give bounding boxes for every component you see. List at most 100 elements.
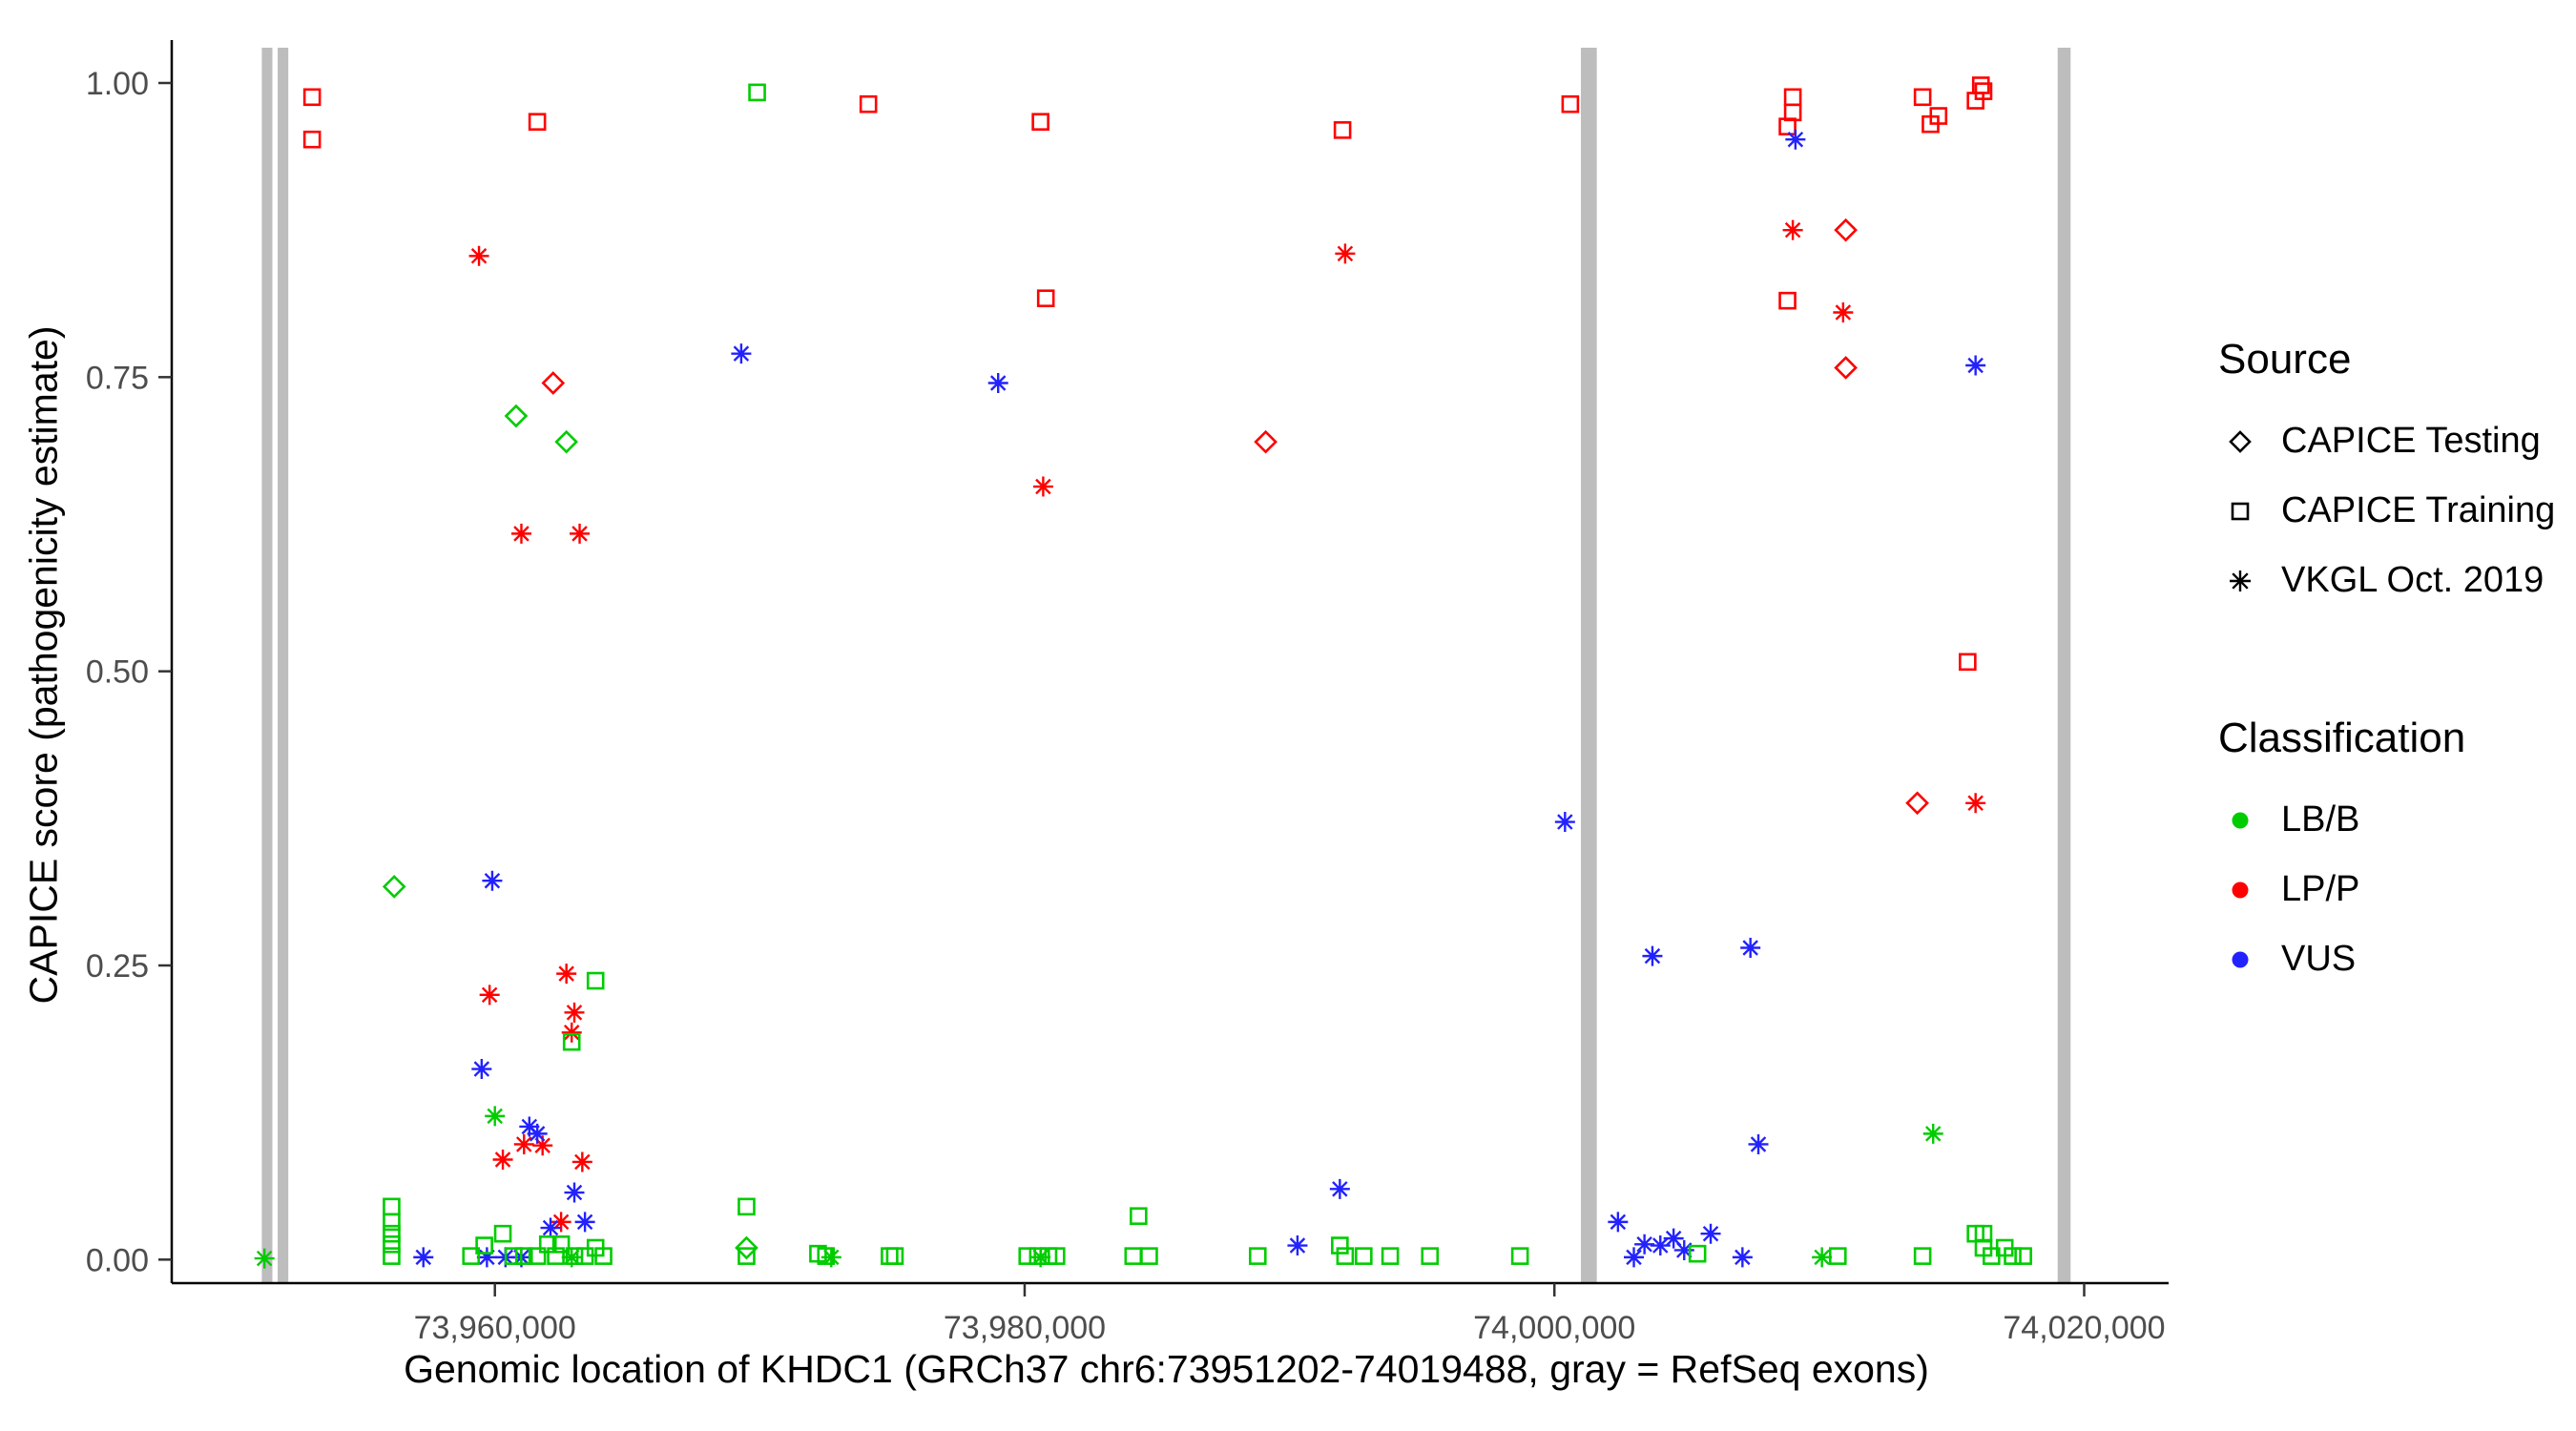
data-point-asterisk [532,1135,553,1156]
data-point-square [528,113,547,131]
data-point-asterisk [1329,1178,1350,1199]
data-point-square [885,1247,904,1265]
asterisk-icon [2218,562,2262,600]
data-point-asterisk [519,1116,540,1137]
data-point-square [2014,1247,2032,1265]
data-point-square [1966,92,1984,110]
y-axis-title: CAPICE score (pathogenicity estimate) [21,325,66,1005]
data-point-asterisk [1782,219,1803,240]
data-point-square [1248,1247,1267,1265]
data-point-asterisk [476,1247,497,1268]
legend-item-label: LP/P [2281,869,2360,909]
legend-item-label: VKGL Oct. 2019 [2281,560,2545,600]
data-point-asterisk [540,1217,561,1238]
data-point-square [1959,653,1977,672]
data-point-asterisk [561,1022,582,1043]
data-point-square [1336,1247,1355,1265]
data-point-asterisk [1608,1212,1629,1233]
data-point-asterisk [1663,1228,1684,1249]
data-point-square [302,130,322,149]
data-point-square [1688,1244,1707,1263]
y-tick-label: 0.00 [86,1242,149,1278]
data-point-asterisk [1650,1235,1671,1256]
blue-dot-icon [2218,941,2262,979]
data-point-asterisk [571,1151,592,1172]
data-point-asterisk [254,1248,275,1269]
data-point-asterisk [1642,945,1663,966]
y-tick-label: 1.00 [86,66,149,102]
data-point-square [737,1247,756,1265]
x-tick-label: 73,960,000 [414,1310,576,1346]
data-point-square [565,1247,584,1265]
data-point-asterisk [564,1002,585,1023]
data-point-square [2004,1247,2022,1265]
data-point-asterisk [479,985,500,1006]
x-tick-label: 73,980,000 [944,1310,1106,1346]
data-point-asterisk [513,1133,534,1154]
data-point-asterisk [1700,1223,1721,1244]
data-point-diamond [1834,218,1858,242]
data-point-square [302,88,322,107]
data-point-asterisk [1673,1239,1694,1260]
data-point-diamond [541,371,566,395]
x-tick-label: 74,000,000 [1473,1310,1635,1346]
data-point-square [1140,1247,1158,1265]
data-point-square [547,1247,565,1265]
refseq-exon-bar [261,48,273,1283]
square-icon [2218,492,2262,530]
data-point-square [737,1197,756,1216]
data-point-square [1018,1247,1037,1265]
refseq-exon-bar [1580,48,1597,1283]
data-point-asterisk [1032,476,1053,497]
data-point-square [1561,94,1580,114]
data-point-asterisk [1634,1234,1655,1255]
data-point-diamond [382,875,406,899]
data-point-square [383,1224,401,1243]
data-point-asterisk [1812,1247,1833,1268]
legend-item-vus: VUS [2218,924,2555,994]
data-point-square [1333,121,1352,139]
data-point-square [1381,1247,1400,1265]
data-point-square [528,1247,547,1265]
legend-group-source: Source CAPICE Testing CAPICE Training VK… [2218,336,2555,615]
data-point-square [1778,291,1797,310]
data-point-asterisk [574,1212,595,1233]
legend: Source CAPICE Testing CAPICE Training VK… [2218,336,2555,994]
y-tick-label: 0.50 [86,654,149,691]
legend-item-label: LB/B [2281,799,2360,840]
data-point-asterisk [471,1059,492,1080]
data-point-asterisk [1740,938,1761,958]
data-point-asterisk [987,373,1008,393]
data-point-diamond [735,1235,758,1260]
data-point-asterisk [1732,1247,1753,1268]
data-point-square [1929,107,1948,125]
y-tick-label: 0.75 [86,360,149,396]
green-dot-icon [2218,801,2262,840]
y-tick-label: 0.25 [86,948,149,985]
data-point-square [383,1197,401,1216]
x-tick-label: 74,020,000 [2003,1310,2165,1346]
diamond-icon [2218,423,2262,461]
data-point-asterisk [1965,793,1986,814]
legend-classification-title: Classification [2218,715,2466,761]
data-point-square [1421,1247,1440,1265]
data-point-square [493,1224,512,1243]
data-point-diamond [504,404,529,428]
data-point-square [462,1247,481,1265]
data-point-asterisk [413,1247,434,1268]
data-point-asterisk [1965,355,1986,376]
legend-item-lbb: LB/B [2218,785,2555,855]
data-point-square [383,1247,401,1265]
refseq-exon-bar [2057,48,2071,1283]
data-point-asterisk [527,1123,548,1144]
data-point-square [1510,1247,1529,1265]
data-point-square [1828,1247,1847,1265]
data-point-asterisk [1624,1247,1645,1268]
red-dot-icon [2218,871,2262,909]
data-point-square [859,94,878,114]
data-point-asterisk [1785,129,1806,150]
data-point-asterisk [821,1247,841,1268]
data-point-square [1036,289,1055,308]
